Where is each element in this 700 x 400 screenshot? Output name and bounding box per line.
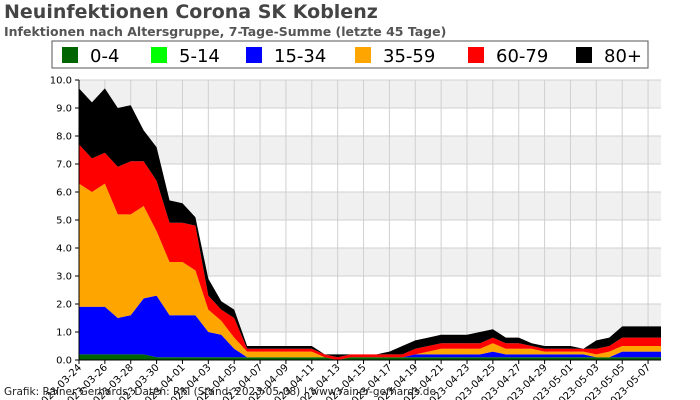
legend-swatch-0-4 xyxy=(62,47,78,63)
legend-box xyxy=(51,40,649,69)
y-tick-label: 4.0 xyxy=(56,244,72,255)
y-tick-label: 7.0 xyxy=(56,160,72,171)
legend-swatch-35-59 xyxy=(355,47,371,63)
y-tick-label: 6.0 xyxy=(56,188,72,199)
plot-band xyxy=(79,108,661,136)
y-tick-label: 8.0 xyxy=(56,132,72,143)
legend-label-5-14: 5-14 xyxy=(179,46,220,67)
y-tick-label: 0.0 xyxy=(56,356,72,367)
y-tick-label: 9.0 xyxy=(56,104,72,115)
y-tick-label: 3.0 xyxy=(56,272,72,283)
chart-subtitle: Infektionen nach Altersgruppe, 7-Tage-Su… xyxy=(4,24,447,39)
legend-swatch-60-79 xyxy=(468,47,484,63)
y-tick-label: 2.0 xyxy=(56,300,72,311)
legend-label-35-59: 35-59 xyxy=(383,46,435,67)
legend-swatch-5-14 xyxy=(151,47,167,63)
legend-swatch-15-34 xyxy=(246,47,262,63)
legend-label-80+: 80+ xyxy=(604,46,642,67)
stacked-areas xyxy=(79,88,661,360)
y-tick-label: 1.0 xyxy=(56,328,72,339)
plot-band xyxy=(79,164,661,192)
area-series-35-59 xyxy=(79,183,661,360)
plot-band xyxy=(79,136,661,164)
y-tick-label: 10.0 xyxy=(50,76,72,87)
area-series-15-34 xyxy=(79,295,661,360)
chart-title: Neuinfektionen Corona SK Koblenz xyxy=(4,1,378,23)
area-series-80+ xyxy=(79,88,661,358)
legend-label-60-79: 60-79 xyxy=(496,46,548,67)
legend-swatch-80+ xyxy=(576,47,592,63)
y-tick-label: 5.0 xyxy=(56,216,72,227)
area-series-60-79 xyxy=(79,144,661,360)
legend: 0-4 5-14 15-34 35-59 60-79 80+ xyxy=(51,40,649,69)
y-axis-ticks: 0.0 1.0 2.0 3.0 4.0 5.0 6.0 7.0 8.0 9.0 10.0 xyxy=(50,76,79,367)
legend-label-0-4: 0-4 xyxy=(90,46,119,67)
credit-line: Grafik: Rainer Gerhards, Daten: RKI (Sta… xyxy=(4,386,436,398)
plot-band xyxy=(79,80,661,108)
legend-label-15-34: 15-34 xyxy=(274,46,326,67)
